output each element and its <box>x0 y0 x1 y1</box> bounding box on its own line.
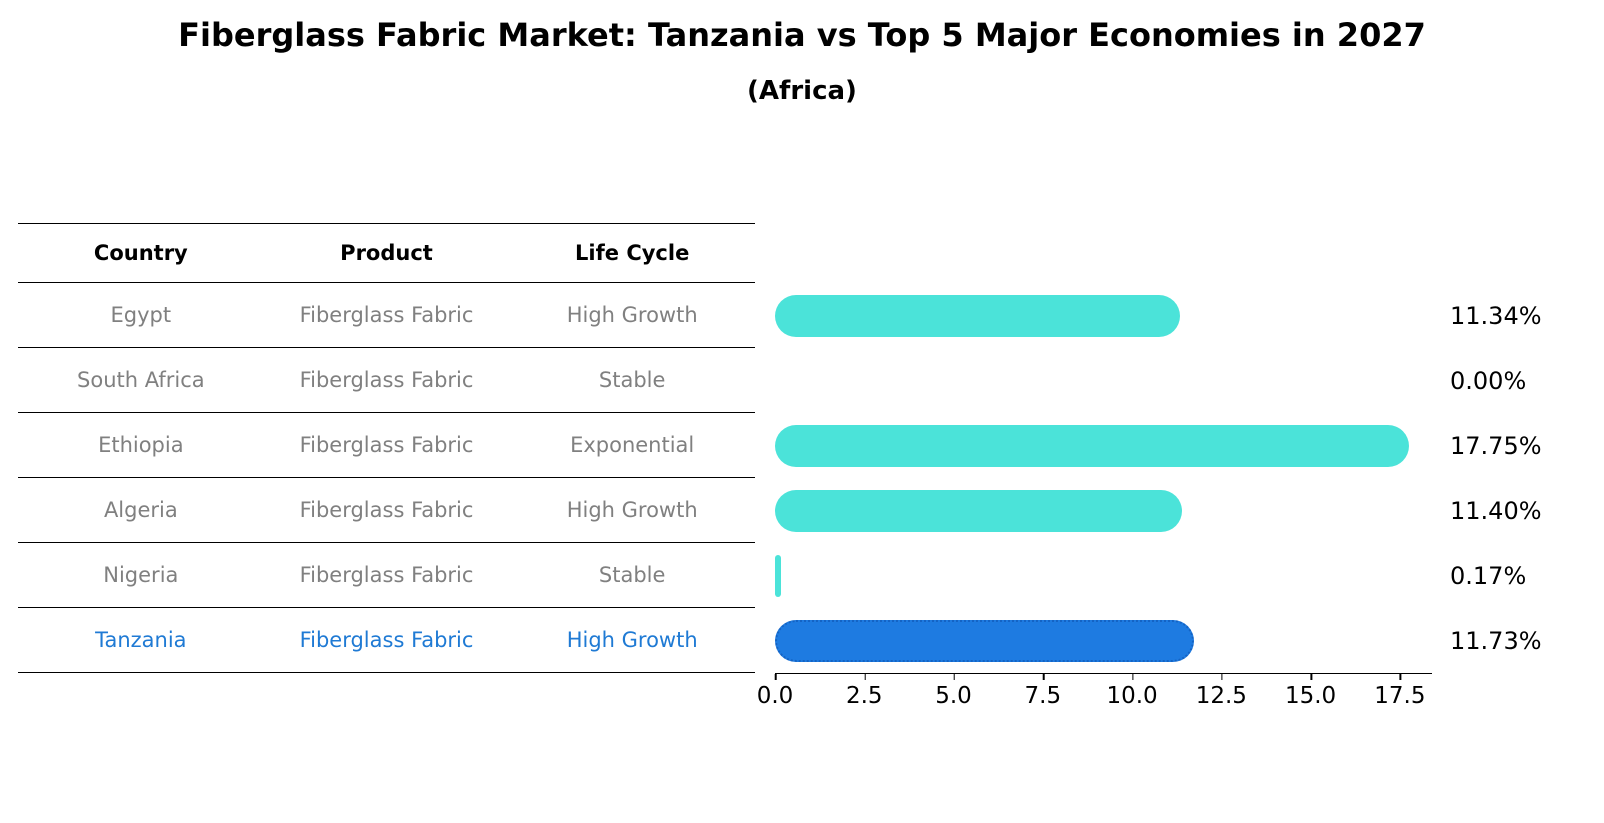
table-row-cells: Egypt Fiberglass Fabric High Growth <box>18 283 755 348</box>
product-cell: Fiberglass Fabric <box>299 303 474 327</box>
life-cycle-cell: High Growth <box>566 628 698 652</box>
x-tick-label: 0.0 <box>757 674 793 709</box>
chart-subtitle: (Africa) <box>747 76 857 106</box>
value-label: 0.00% <box>1450 366 1527 395</box>
value-label: 11.40% <box>1450 496 1542 525</box>
product-cell: Fiberglass Fabric <box>299 563 474 587</box>
bar <box>775 489 1183 532</box>
table-header-row: Country Product Life Cycle <box>18 223 1604 283</box>
x-tick-label: 12.5 <box>1196 674 1247 709</box>
product-cell: Fiberglass Fabric <box>299 433 474 457</box>
table-and-bars: Country Product Life Cycle Egypt Fibergl… <box>18 223 1604 723</box>
x-tick-label: 2.5 <box>846 674 883 709</box>
table-header-cells: Country Product Life Cycle <box>18 223 755 283</box>
column-header-product: Product <box>340 241 433 265</box>
bar-track <box>775 608 1432 673</box>
bar-track <box>775 283 1432 348</box>
table-row: South Africa Fiberglass Fabric Stable 0.… <box>18 348 1604 413</box>
bar-track <box>775 543 1432 608</box>
bar-track <box>775 348 1432 413</box>
x-tick-label: 17.5 <box>1374 674 1425 709</box>
table-row-cells: Tanzania Fiberglass Fabric High Growth <box>18 608 755 673</box>
table-row-cells: Algeria Fiberglass Fabric High Growth <box>18 478 755 543</box>
table-row: Egypt Fiberglass Fabric High Growth 11.3… <box>18 283 1604 348</box>
bar-track <box>775 413 1432 478</box>
table-row: Ethiopia Fiberglass Fabric Exponential 1… <box>18 413 1604 478</box>
country-cell: Nigeria <box>103 563 179 587</box>
life-cycle-cell: Stable <box>598 563 666 587</box>
country-cell: South Africa <box>77 368 205 392</box>
bar <box>775 554 782 597</box>
x-axis-row: 0.0 2.5 5.0 7.5 10.0 12.5 15.0 17.5 <box>18 673 1604 723</box>
axis-spacer <box>18 673 755 723</box>
bar <box>775 619 1194 662</box>
value-label: 0.17% <box>1450 561 1527 590</box>
table-row: Algeria Fiberglass Fabric High Growth 11… <box>18 478 1604 543</box>
life-cycle-cell: High Growth <box>566 498 698 522</box>
x-tick-label: 15.0 <box>1285 674 1336 709</box>
life-cycle-cell: Exponential <box>570 433 695 457</box>
table-row-cells: South Africa Fiberglass Fabric Stable <box>18 348 755 413</box>
value-label: 11.73% <box>1450 626 1542 655</box>
life-cycle-cell: Stable <box>598 368 666 392</box>
x-tick-label: 5.0 <box>935 674 972 709</box>
column-header-country: Country <box>93 241 188 265</box>
country-cell: Tanzania <box>95 628 187 652</box>
bar <box>775 424 1409 467</box>
country-cell: Ethiopia <box>98 433 184 457</box>
x-tick-label: 7.5 <box>1025 674 1061 709</box>
life-cycle-cell: High Growth <box>566 303 698 327</box>
table-row-highlighted: Tanzania Fiberglass Fabric High Growth 1… <box>18 608 1604 673</box>
product-cell: Fiberglass Fabric <box>299 628 474 652</box>
product-cell: Fiberglass Fabric <box>299 368 474 392</box>
chart-title: Fiberglass Fabric Market: Tanzania vs To… <box>178 16 1426 54</box>
bar <box>775 294 1180 337</box>
column-header-life-cycle: Life Cycle <box>575 241 690 265</box>
table-row-cells: Ethiopia Fiberglass Fabric Exponential <box>18 413 755 478</box>
table-row: Nigeria Fiberglass Fabric Stable 0.17% <box>18 543 1604 608</box>
x-tick-label: 10.0 <box>1106 674 1158 709</box>
table-row-cells: Nigeria Fiberglass Fabric Stable <box>18 543 755 608</box>
value-label: 11.34% <box>1450 301 1542 330</box>
value-label: 17.75% <box>1450 431 1542 460</box>
bar-track <box>775 478 1432 543</box>
country-cell: Egypt <box>110 303 172 327</box>
product-cell: Fiberglass Fabric <box>299 498 474 522</box>
x-axis: 0.0 2.5 5.0 7.5 10.0 12.5 15.0 17.5 <box>757 673 1432 723</box>
country-cell: Algeria <box>103 498 178 522</box>
